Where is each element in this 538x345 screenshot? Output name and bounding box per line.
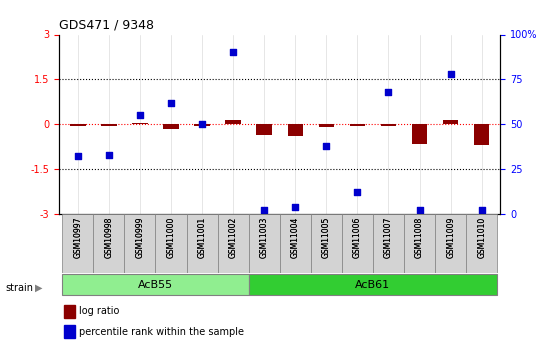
- Bar: [381, 124, 397, 126]
- Text: GSM10997: GSM10997: [73, 217, 82, 258]
- FancyBboxPatch shape: [124, 214, 155, 273]
- Point: [104, 152, 113, 157]
- Text: GSM11001: GSM11001: [197, 217, 207, 258]
- Text: GSM11007: GSM11007: [384, 217, 393, 258]
- Text: GSM10997: GSM10997: [73, 217, 82, 258]
- Point: [198, 121, 207, 127]
- Text: GSM11005: GSM11005: [322, 217, 331, 258]
- Text: GSM11000: GSM11000: [167, 217, 175, 258]
- Point: [477, 208, 486, 213]
- Text: GSM11002: GSM11002: [229, 217, 238, 258]
- Text: GSM10999: GSM10999: [136, 217, 145, 258]
- Text: GSM11008: GSM11008: [415, 217, 424, 258]
- Text: GSM11009: GSM11009: [446, 217, 455, 258]
- FancyBboxPatch shape: [155, 214, 187, 273]
- Text: GSM11009: GSM11009: [446, 217, 455, 258]
- Bar: [287, 124, 303, 136]
- Text: GSM11001: GSM11001: [197, 217, 207, 258]
- Text: GSM11005: GSM11005: [322, 217, 331, 258]
- Bar: [163, 124, 179, 129]
- Text: GSM11003: GSM11003: [260, 217, 268, 258]
- Point: [353, 190, 362, 195]
- Point: [167, 100, 175, 106]
- FancyBboxPatch shape: [466, 214, 497, 273]
- Point: [447, 71, 455, 77]
- Text: GSM11000: GSM11000: [167, 217, 175, 258]
- FancyBboxPatch shape: [94, 214, 124, 273]
- Text: AcB55: AcB55: [138, 280, 173, 289]
- Text: GSM10998: GSM10998: [104, 217, 114, 258]
- FancyBboxPatch shape: [404, 214, 435, 273]
- Text: ▶: ▶: [35, 283, 43, 293]
- Text: GSM11003: GSM11003: [260, 217, 268, 258]
- Bar: [412, 124, 427, 144]
- Text: GSM10999: GSM10999: [136, 217, 145, 258]
- Point: [136, 112, 144, 118]
- FancyBboxPatch shape: [249, 274, 497, 295]
- FancyBboxPatch shape: [187, 214, 218, 273]
- Text: log ratio: log ratio: [79, 306, 119, 316]
- Text: GSM11004: GSM11004: [291, 217, 300, 258]
- Point: [229, 50, 237, 55]
- Point: [291, 204, 300, 209]
- FancyBboxPatch shape: [435, 214, 466, 273]
- Bar: [318, 124, 334, 127]
- Text: percentile rank within the sample: percentile rank within the sample: [79, 327, 244, 336]
- Bar: [194, 124, 210, 126]
- Point: [384, 89, 393, 95]
- FancyBboxPatch shape: [249, 214, 280, 273]
- Bar: [101, 124, 117, 126]
- Bar: [63, 325, 75, 338]
- FancyBboxPatch shape: [62, 274, 249, 295]
- Text: GSM11006: GSM11006: [353, 217, 362, 258]
- FancyBboxPatch shape: [373, 214, 404, 273]
- FancyBboxPatch shape: [62, 214, 94, 273]
- FancyBboxPatch shape: [218, 214, 249, 273]
- Bar: [257, 124, 272, 135]
- Text: GSM11007: GSM11007: [384, 217, 393, 258]
- Text: strain: strain: [5, 283, 33, 293]
- Text: GSM11010: GSM11010: [477, 217, 486, 258]
- Bar: [132, 123, 148, 124]
- Text: GSM11004: GSM11004: [291, 217, 300, 258]
- Text: GSM11008: GSM11008: [415, 217, 424, 258]
- Bar: [225, 120, 241, 124]
- FancyBboxPatch shape: [311, 214, 342, 273]
- Bar: [70, 124, 86, 126]
- Bar: [474, 124, 490, 145]
- Point: [322, 143, 331, 148]
- Text: GSM11006: GSM11006: [353, 217, 362, 258]
- Text: GSM11002: GSM11002: [229, 217, 238, 258]
- Bar: [443, 120, 458, 124]
- Text: GDS471 / 9348: GDS471 / 9348: [59, 19, 154, 32]
- Point: [260, 208, 268, 213]
- Text: GSM11010: GSM11010: [477, 217, 486, 258]
- Text: GSM10998: GSM10998: [104, 217, 114, 258]
- FancyBboxPatch shape: [280, 214, 311, 273]
- Text: AcB61: AcB61: [356, 280, 391, 289]
- Bar: [350, 124, 365, 126]
- FancyBboxPatch shape: [342, 214, 373, 273]
- Point: [415, 208, 424, 213]
- Point: [74, 154, 82, 159]
- Bar: [63, 305, 75, 318]
